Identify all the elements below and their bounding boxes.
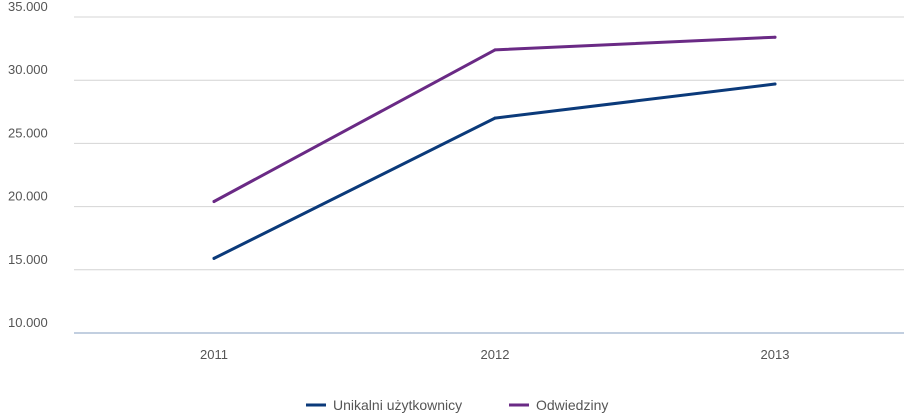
- legend: Unikalni użytkownicy Odwiedziny: [306, 397, 608, 413]
- data-point: [213, 257, 216, 260]
- legend-label-1: Odwiedziny: [536, 397, 608, 413]
- data-point: [494, 48, 497, 51]
- y-tick-label: 30.000: [8, 62, 48, 77]
- x-tick-label: 2011: [200, 347, 228, 362]
- y-tick-label: 35.000: [8, 0, 48, 14]
- legend-label-0: Unikalni użytkownicy: [333, 397, 462, 413]
- y-tick-label: 25.000: [8, 125, 48, 140]
- y-tick-label: 10.000: [8, 315, 48, 330]
- data-point: [774, 82, 777, 85]
- data-point: [774, 36, 777, 39]
- series-line-0: [214, 84, 775, 258]
- y-axis-ticks: 10.000 15.000 20.000 25.000 30.000 35.000: [8, 0, 48, 330]
- gridlines: [74, 17, 904, 333]
- data-point: [213, 200, 216, 203]
- series-lines: [213, 36, 777, 260]
- x-tick-label: 2013: [761, 347, 790, 362]
- x-axis-ticks: 2011 2012 2013: [200, 347, 789, 362]
- data-point: [494, 117, 497, 120]
- y-tick-label: 20.000: [8, 189, 48, 204]
- x-tick-label: 2012: [481, 347, 510, 362]
- y-tick-label: 15.000: [8, 252, 48, 267]
